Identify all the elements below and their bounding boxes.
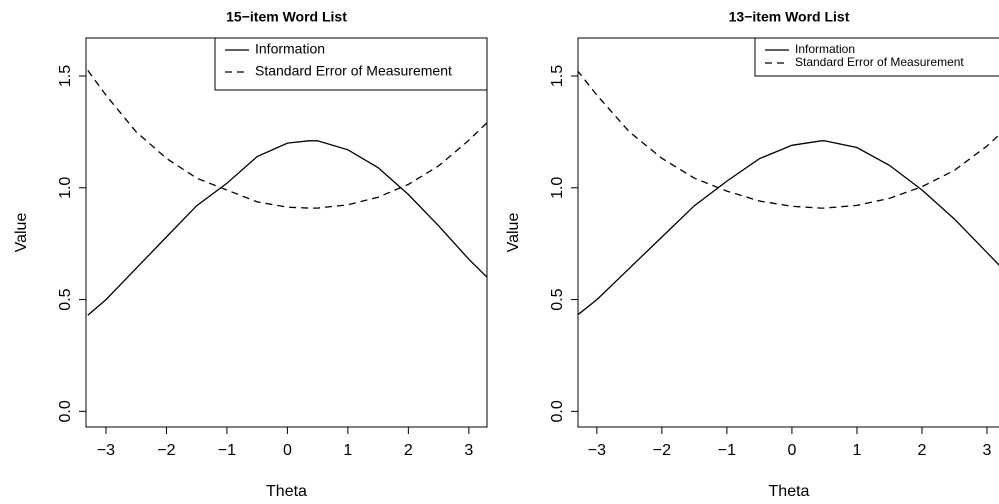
y-tick-label: 1.5 <box>57 65 74 87</box>
x-tick-label: 0 <box>787 442 796 459</box>
x-tick-label: −1 <box>718 442 736 459</box>
x-tick-label: 0 <box>283 442 292 459</box>
y-tick-label: 0.5 <box>549 288 566 310</box>
legend-box <box>214 37 488 91</box>
plot-frame <box>577 37 999 428</box>
series-line <box>578 140 999 316</box>
x-tick-label: −3 <box>97 442 115 459</box>
chart-title: 15−item Word List <box>226 9 347 25</box>
legend-label: Information <box>255 41 325 57</box>
y-tick-label: 0.0 <box>549 400 566 422</box>
x-tick-label: −2 <box>157 442 175 459</box>
x-tick-label: 3 <box>464 442 473 459</box>
x-tick-label: −2 <box>653 442 671 459</box>
chart-title: 13−item Word List <box>729 9 850 25</box>
x-tick-label: 3 <box>983 442 992 459</box>
series-line <box>87 140 487 316</box>
y-tick-label: 1.5 <box>549 65 566 87</box>
plot-frame <box>85 37 488 428</box>
x-tick-label: 1 <box>343 442 352 459</box>
series-line <box>578 70 999 209</box>
x-tick-label: 1 <box>852 442 861 459</box>
legend-label: Standard Error of Measurement <box>255 63 452 79</box>
x-tick-label: 2 <box>918 442 927 459</box>
y-tick-label: 1.0 <box>57 177 74 199</box>
series-line <box>87 70 487 209</box>
y-tick-label: 0.0 <box>57 400 74 422</box>
x-tick-label: −3 <box>588 442 606 459</box>
x-tick-label: −1 <box>218 442 236 459</box>
y-tick-label: 0.5 <box>57 288 74 310</box>
y-tick-label: 1.0 <box>549 177 566 199</box>
y-axis-label: Value <box>505 213 522 253</box>
y-axis-label: Value <box>13 213 30 253</box>
x-axis-label: Theta <box>266 483 307 500</box>
x-axis-label: Theta <box>769 483 810 500</box>
legend-label: Information <box>795 42 855 56</box>
x-tick-label: 2 <box>404 442 413 459</box>
legend-box <box>754 37 999 77</box>
legend-label: Standard Error of Measurement <box>795 55 964 69</box>
